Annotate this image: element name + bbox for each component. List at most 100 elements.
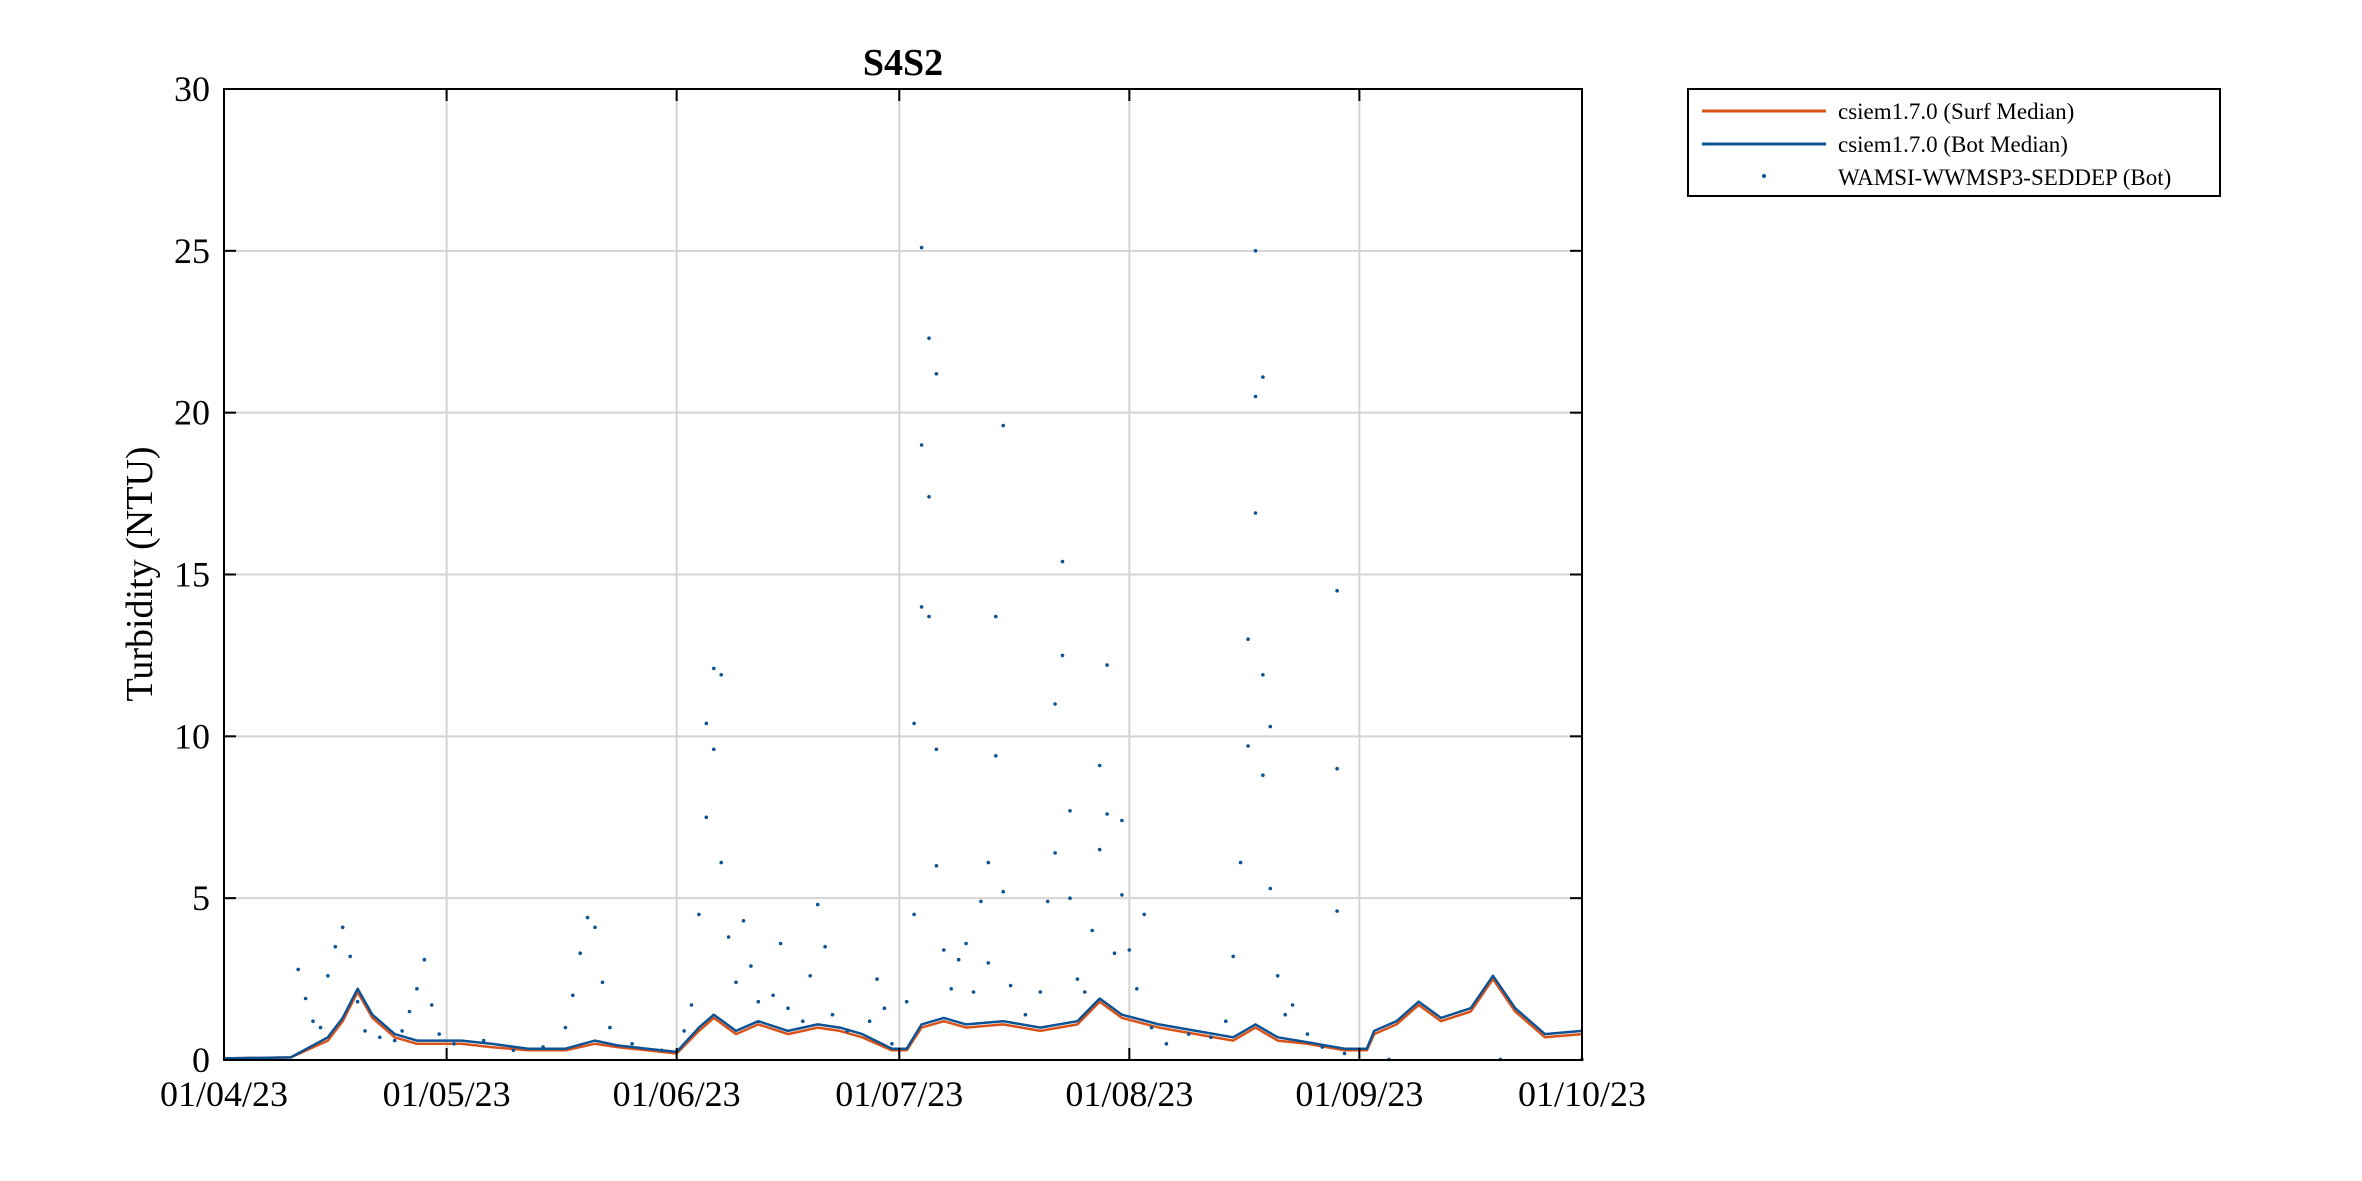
observation-point (1261, 375, 1265, 379)
observation-point (704, 721, 709, 726)
observation-point (882, 1006, 887, 1010)
observation-point (511, 1048, 516, 1053)
observation-point (756, 999, 761, 1004)
observation-point (1283, 1012, 1287, 1017)
observation-point (994, 614, 998, 619)
x-tick-label: 01/05/23 (383, 1074, 511, 1114)
observation-point (927, 495, 931, 499)
observation-point (608, 1025, 612, 1030)
observation-point (912, 912, 916, 917)
observation-point (867, 1019, 872, 1023)
legend-label-bot-median: csiem1.7.0 (Bot Median) (1838, 132, 2068, 157)
observation-point (919, 605, 924, 609)
x-tick-label: 01/08/23 (1065, 1074, 1193, 1114)
y-tick-label: 0 (192, 1040, 210, 1080)
observation-point (1253, 394, 1258, 399)
observation-point (1261, 773, 1265, 777)
y-tick-label: 10 (174, 716, 210, 756)
observation-point (1253, 511, 1258, 515)
observation-point (1120, 893, 1124, 897)
observation-point (1120, 818, 1124, 823)
observation-point (630, 1042, 634, 1046)
observation-point (303, 996, 308, 1001)
observation-point (1224, 1019, 1228, 1023)
observation-point (712, 747, 716, 752)
observation-point (1008, 983, 1013, 988)
observation-point (1097, 763, 1102, 768)
observation-point (1246, 637, 1250, 641)
observation-point (563, 1025, 568, 1030)
series-line-1 (223, 974, 1583, 1060)
observation-point (689, 1003, 694, 1007)
observation-point (311, 1019, 315, 1023)
observation-point (355, 999, 360, 1004)
observation-point (942, 948, 946, 952)
observation-point (1261, 673, 1265, 677)
grid-lines (224, 89, 1582, 1060)
observation-point (1268, 886, 1273, 891)
observation-point (823, 944, 827, 949)
observation-point (333, 944, 338, 949)
observation-point (318, 1025, 323, 1030)
observation-point (934, 864, 939, 868)
x-tick-label: 01/04/23 (160, 1074, 288, 1114)
observation-point (808, 974, 812, 978)
observation-point (971, 990, 976, 994)
observation-point (452, 1042, 456, 1046)
observation-point (956, 957, 961, 962)
observation-point (1001, 423, 1005, 428)
observation-point (1253, 249, 1258, 253)
y-tick-label: 25 (174, 231, 210, 271)
observation-point (1335, 766, 1339, 771)
observation-points (296, 245, 1584, 1062)
y-tick-label: 15 (174, 555, 210, 595)
observation-point (600, 980, 605, 985)
observation-point (994, 754, 998, 758)
y-tick-label: 20 (174, 393, 210, 433)
observation-point (1090, 928, 1094, 933)
y-tick-labels: 0 5 10 15 20 25 30 (174, 69, 210, 1080)
observation-point (340, 925, 345, 930)
observation-point (1231, 954, 1235, 959)
observation-point (964, 941, 968, 946)
observation-point (1112, 951, 1117, 955)
observation-point (400, 1029, 404, 1033)
legend-label-observations: WAMSI-WWMSP3-SEDDEP (Bot) (1838, 165, 2171, 190)
observation-point (430, 1003, 434, 1007)
observation-point (1268, 724, 1273, 729)
observation-point (712, 666, 716, 671)
observation-point (749, 964, 753, 968)
observation-point (682, 1029, 686, 1033)
x-tick-label: 01/07/23 (835, 1074, 963, 1114)
observation-point (875, 977, 879, 981)
observation-point (778, 941, 783, 946)
observation-point (919, 443, 924, 447)
observation-point (786, 1006, 790, 1010)
observation-point (1246, 744, 1250, 748)
legend: csiem1.7.0 (Surf Median) csiem1.7.0 (Bot… (1687, 88, 2221, 197)
observation-point (815, 902, 820, 907)
observation-point (363, 1029, 367, 1033)
observation-point (1060, 653, 1065, 658)
observation-point (1075, 977, 1080, 981)
observation-point (1342, 1051, 1347, 1056)
observation-point (919, 245, 924, 250)
observation-point (1320, 1045, 1325, 1049)
observation-point (1127, 948, 1132, 952)
observation-point (934, 747, 939, 752)
observation-point (904, 999, 909, 1004)
observation-point (422, 957, 427, 962)
observation-point (378, 1035, 382, 1040)
observation-point (1038, 990, 1043, 994)
observation-point (1186, 1032, 1191, 1036)
observation-point (1209, 1035, 1213, 1040)
observation-point (726, 935, 731, 939)
observation-point (481, 1038, 486, 1043)
observation-point (1164, 1042, 1169, 1046)
observation-point (927, 336, 931, 341)
observation-point (741, 919, 746, 923)
observation-point (1335, 909, 1339, 913)
observation-point (1097, 847, 1102, 852)
y-tick-label: 30 (174, 69, 210, 109)
